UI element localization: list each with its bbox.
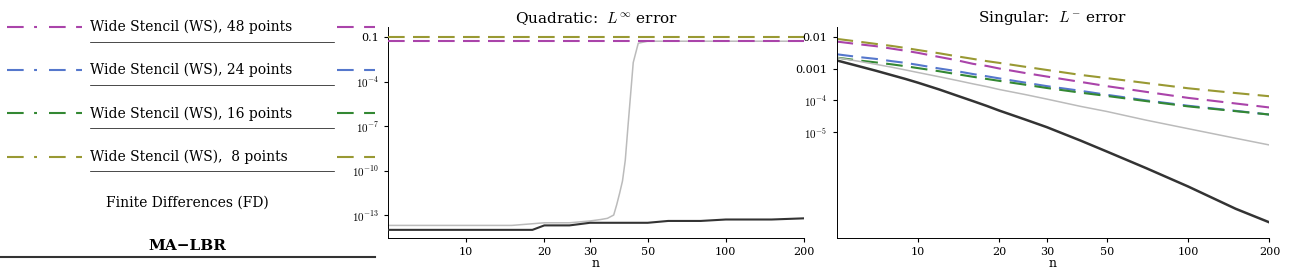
X-axis label: n: n <box>1049 256 1057 270</box>
Text: Wide Stencil (WS), 16 points: Wide Stencil (WS), 16 points <box>90 106 292 121</box>
Text: Finite Differences (FD): Finite Differences (FD) <box>107 195 270 210</box>
X-axis label: n: n <box>592 256 600 270</box>
Text: Wide Stencil (WS), 48 points: Wide Stencil (WS), 48 points <box>90 20 292 34</box>
Text: MA−LBR: MA−LBR <box>148 239 227 253</box>
Text: Wide Stencil (WS),  8 points: Wide Stencil (WS), 8 points <box>90 149 288 164</box>
Text: Wide Stencil (WS), 24 points: Wide Stencil (WS), 24 points <box>90 63 292 77</box>
Title: Quadratic:  $L^{\infty}$ error: Quadratic: $L^{\infty}$ error <box>514 10 677 27</box>
Title: Singular:  $L^{-}$ error: Singular: $L^{-}$ error <box>978 9 1128 27</box>
